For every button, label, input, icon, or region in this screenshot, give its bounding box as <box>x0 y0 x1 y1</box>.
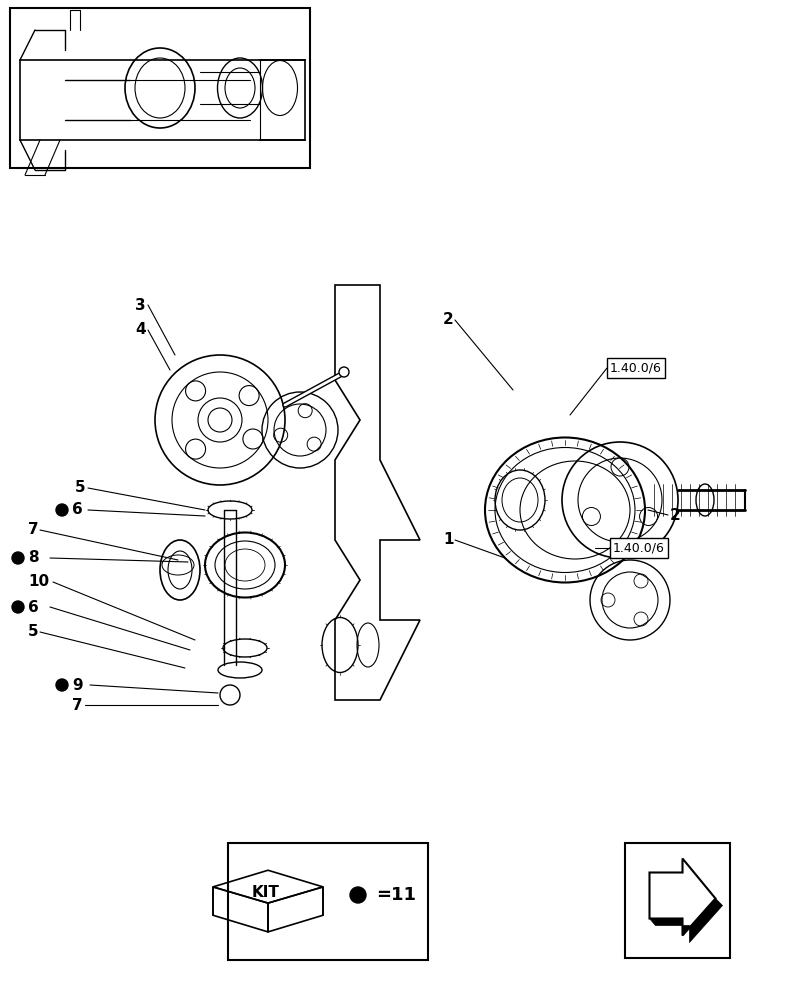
Polygon shape <box>650 898 722 942</box>
Text: KIT: KIT <box>252 885 280 900</box>
Polygon shape <box>650 858 716 936</box>
Text: 5: 5 <box>75 481 86 495</box>
Text: 5: 5 <box>28 624 39 640</box>
Text: 9: 9 <box>72 678 82 692</box>
Circle shape <box>56 504 68 516</box>
Bar <box>228 843 428 960</box>
Text: =11: =11 <box>376 886 416 904</box>
Circle shape <box>339 367 349 377</box>
Text: 8: 8 <box>28 550 39 566</box>
Text: 10: 10 <box>28 574 49 589</box>
Circle shape <box>12 601 24 613</box>
Text: 7: 7 <box>28 522 39 538</box>
Circle shape <box>12 552 24 564</box>
Text: 7: 7 <box>72 698 82 712</box>
Text: 3: 3 <box>135 298 145 312</box>
Circle shape <box>350 887 366 903</box>
Text: 1.40.0/6: 1.40.0/6 <box>613 542 665 554</box>
Bar <box>10 8 310 168</box>
Text: 1.40.0/6: 1.40.0/6 <box>610 361 662 374</box>
Text: 2: 2 <box>443 312 454 328</box>
Text: 6: 6 <box>28 599 39 614</box>
Circle shape <box>220 685 240 705</box>
Text: 1: 1 <box>443 532 453 548</box>
Circle shape <box>56 679 68 691</box>
Text: 6: 6 <box>72 502 82 518</box>
Bar <box>625 843 730 958</box>
Text: 2: 2 <box>670 508 681 522</box>
Text: 4: 4 <box>135 322 145 338</box>
